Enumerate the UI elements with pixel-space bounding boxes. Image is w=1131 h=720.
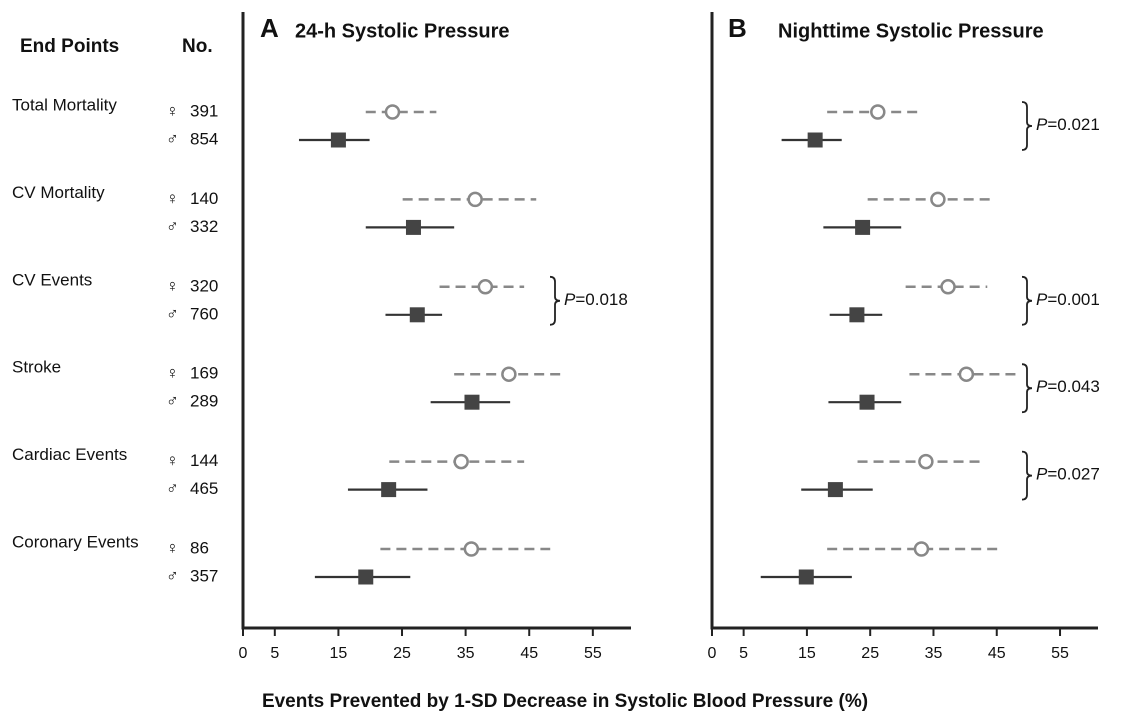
x-tick-label: 25 — [393, 645, 411, 662]
end-point-name: CV Events — [12, 270, 92, 289]
x-tick-label: 15 — [798, 645, 816, 662]
female-point — [467, 191, 483, 208]
male-count: 289 — [190, 392, 218, 411]
female-point — [940, 279, 956, 295]
female-point — [918, 453, 934, 470]
female-point — [384, 104, 401, 120]
male-point — [827, 482, 843, 498]
end-point-name: Total Mortality — [12, 95, 117, 114]
female-point — [477, 279, 494, 295]
male-point — [859, 394, 875, 410]
male-symbol: ♂ — [166, 129, 179, 148]
brace — [1021, 450, 1033, 501]
brace — [1021, 101, 1033, 151]
x-tick-label: 45 — [520, 645, 538, 662]
brace — [1021, 363, 1033, 414]
x-tick-label: 0 — [708, 645, 717, 662]
male-point — [849, 307, 865, 323]
male-count: 760 — [190, 304, 218, 323]
male-point — [358, 569, 374, 585]
male-point — [405, 219, 421, 235]
end-point-name: CV Mortality — [12, 183, 105, 202]
female-point — [958, 366, 975, 382]
x-tick-label: 5 — [739, 645, 748, 662]
male-point — [464, 394, 480, 410]
p-value: P=0.043 — [1036, 378, 1100, 397]
female-symbol: ♀ — [166, 276, 179, 295]
male-symbol: ♂ — [166, 217, 179, 236]
x-tick-label: 35 — [925, 645, 943, 662]
x-tick-label: 55 — [1051, 645, 1069, 662]
male-point — [330, 132, 346, 148]
panel-title: Nighttime Systolic Pressure — [778, 20, 1044, 42]
panel-letter: A — [260, 13, 279, 43]
female-point — [913, 541, 930, 557]
x-tick-label: 5 — [270, 645, 279, 662]
male-symbol: ♂ — [166, 392, 179, 411]
male-point — [798, 569, 814, 585]
female-symbol: ♀ — [166, 538, 179, 557]
female-count: 320 — [190, 276, 218, 295]
end-point-name: Cardiac Events — [12, 445, 127, 464]
female-point — [463, 541, 480, 557]
female-count: 144 — [190, 451, 218, 470]
x-tick-label: 0 — [239, 645, 248, 662]
female-symbol: ♀ — [166, 101, 179, 120]
female-count: 391 — [190, 101, 218, 120]
end-point-name: Stroke — [12, 358, 61, 377]
male-point — [409, 307, 425, 323]
male-count: 465 — [190, 479, 218, 498]
x-tick-label: 15 — [330, 645, 348, 662]
male-count: 357 — [190, 566, 218, 585]
female-symbol: ♀ — [166, 189, 179, 208]
female-count: 140 — [190, 189, 218, 208]
female-count: 86 — [190, 538, 209, 557]
brace — [1021, 275, 1033, 326]
female-point — [453, 453, 469, 470]
header-end-points: End Points — [20, 36, 119, 57]
panel-title: 24-h Systolic Pressure — [295, 20, 510, 42]
x-tick-label: 25 — [861, 645, 879, 662]
male-point — [855, 219, 871, 235]
male-count: 854 — [190, 129, 218, 148]
male-symbol: ♂ — [166, 304, 179, 323]
x-axis-title: Events Prevented by 1-SD Decrease in Sys… — [262, 691, 868, 712]
panel-letter: B — [728, 13, 747, 43]
female-point — [870, 104, 886, 120]
male-point — [381, 482, 397, 498]
x-tick-label: 35 — [457, 645, 475, 662]
brace — [549, 275, 561, 326]
male-symbol: ♂ — [166, 566, 179, 585]
header-no: No. — [182, 36, 213, 57]
female-point — [501, 366, 517, 382]
male-point — [807, 132, 823, 148]
male-symbol: ♂ — [166, 479, 179, 498]
x-tick-label: 45 — [988, 645, 1006, 662]
female-symbol: ♀ — [166, 364, 179, 383]
x-tick-label: 55 — [584, 645, 602, 662]
p-value: P=0.027 — [1036, 465, 1100, 484]
p-value: P=0.021 — [1036, 115, 1100, 134]
male-count: 332 — [190, 217, 218, 236]
end-point-name: Coronary Events — [12, 532, 139, 551]
p-value: P=0.018 — [564, 290, 628, 309]
p-value: P=0.001 — [1036, 290, 1100, 309]
female-point — [930, 191, 946, 208]
female-symbol: ♀ — [166, 451, 179, 470]
female-count: 169 — [190, 364, 218, 383]
